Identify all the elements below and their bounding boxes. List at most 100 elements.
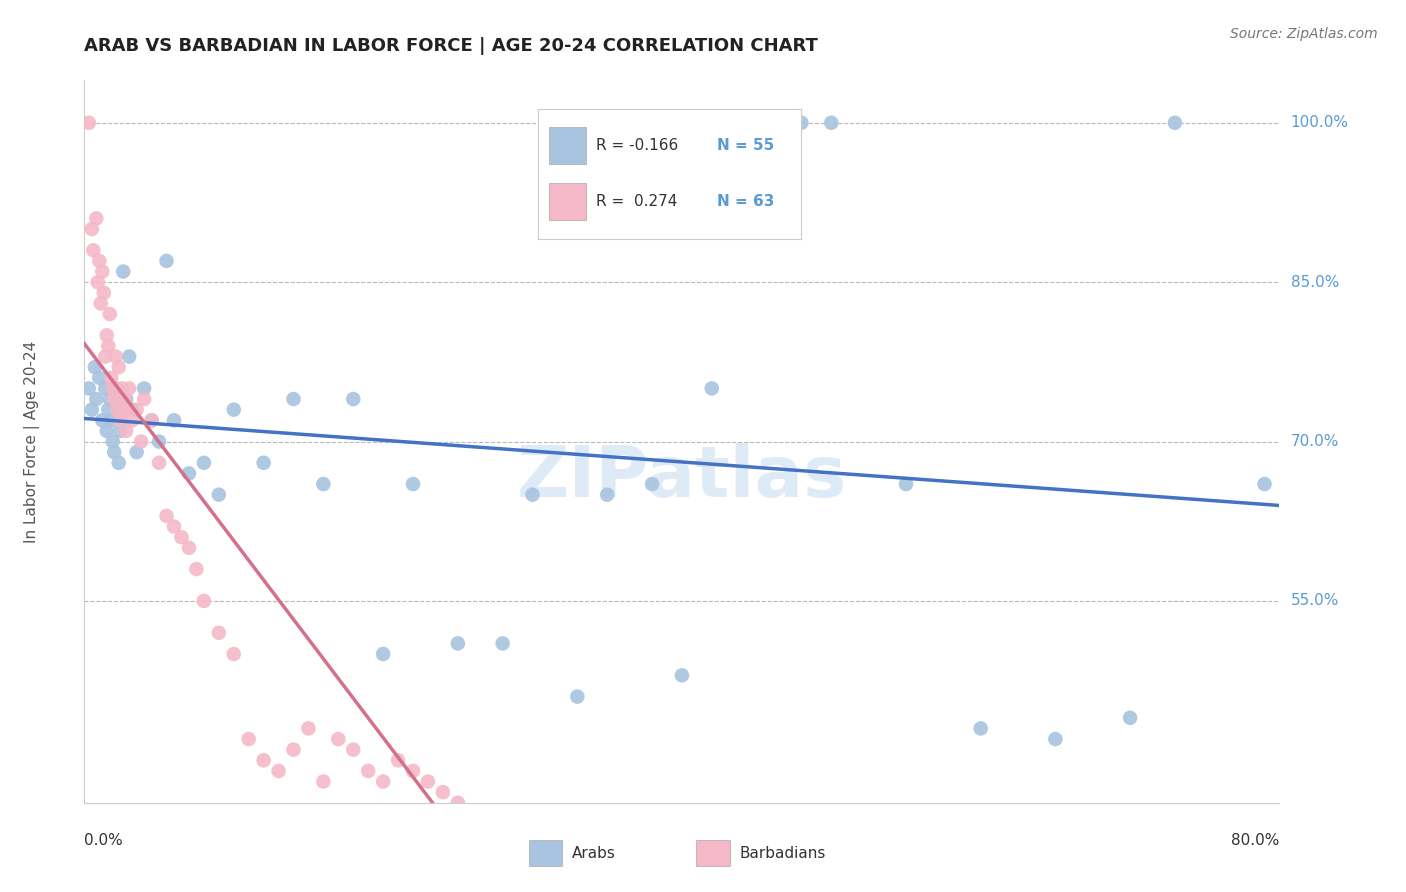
Point xyxy=(77,381,100,395)
Point xyxy=(132,381,156,395)
Point xyxy=(163,413,186,427)
Point xyxy=(155,253,177,268)
Point xyxy=(312,774,335,789)
Point xyxy=(970,722,993,736)
Point xyxy=(89,253,111,268)
Text: 55.0%: 55.0% xyxy=(1291,593,1339,608)
Text: 80.0%: 80.0% xyxy=(1232,833,1279,848)
Point xyxy=(432,785,454,799)
Point xyxy=(117,402,139,417)
Point xyxy=(402,764,425,778)
Point xyxy=(416,774,439,789)
Point xyxy=(82,244,104,258)
Point xyxy=(522,488,544,502)
Text: 70.0%: 70.0% xyxy=(1291,434,1339,449)
Point xyxy=(567,690,589,704)
Point xyxy=(98,307,121,321)
Point xyxy=(96,328,118,343)
Point xyxy=(100,371,122,385)
Point xyxy=(745,116,768,130)
Point xyxy=(103,392,125,406)
Point xyxy=(91,413,114,427)
Point xyxy=(83,360,105,375)
Text: 100.0%: 100.0% xyxy=(1291,115,1348,130)
Point xyxy=(114,392,136,406)
Point xyxy=(283,742,305,756)
Point xyxy=(107,360,129,375)
Point xyxy=(170,530,193,544)
Point xyxy=(1045,732,1067,747)
Point xyxy=(492,828,515,842)
Point xyxy=(80,402,103,417)
Point xyxy=(96,424,118,438)
Point xyxy=(89,371,111,385)
Point xyxy=(1164,116,1187,130)
Point xyxy=(103,445,125,459)
Point xyxy=(86,392,108,406)
Point xyxy=(90,296,112,310)
Point xyxy=(253,456,276,470)
Point xyxy=(461,806,484,821)
Point xyxy=(148,434,170,449)
Point xyxy=(790,116,813,130)
Point xyxy=(492,636,515,650)
Point xyxy=(342,742,364,756)
Point xyxy=(77,116,100,130)
Point xyxy=(80,222,103,236)
Point xyxy=(148,456,170,470)
Point xyxy=(671,668,693,682)
Point xyxy=(357,764,380,778)
Text: 85.0%: 85.0% xyxy=(1291,275,1339,290)
Text: ARAB VS BARBADIAN IN LABOR FORCE | AGE 20-24 CORRELATION CHART: ARAB VS BARBADIAN IN LABOR FORCE | AGE 2… xyxy=(84,37,818,55)
Point xyxy=(118,350,141,364)
Point xyxy=(87,275,110,289)
Point xyxy=(121,413,143,427)
Point xyxy=(536,859,558,873)
Point xyxy=(155,508,177,523)
Point xyxy=(283,392,305,406)
Point xyxy=(111,413,134,427)
Point xyxy=(522,849,544,863)
Point xyxy=(105,402,128,417)
Point xyxy=(112,264,135,278)
Point xyxy=(115,392,138,406)
Point xyxy=(387,753,409,767)
Point xyxy=(93,285,115,300)
Point xyxy=(121,402,143,417)
Point xyxy=(104,350,127,364)
Point xyxy=(110,424,132,438)
Point xyxy=(477,817,499,831)
Point xyxy=(111,381,134,395)
Point xyxy=(820,116,842,130)
Text: In Labor Force | Age 20-24: In Labor Force | Age 20-24 xyxy=(24,341,39,542)
Point xyxy=(312,477,335,491)
Point xyxy=(98,392,121,406)
Point xyxy=(208,488,231,502)
Point xyxy=(97,402,120,417)
Point xyxy=(1253,477,1275,491)
Point xyxy=(373,774,395,789)
Point xyxy=(104,381,127,395)
Point xyxy=(641,477,664,491)
Point xyxy=(129,434,152,449)
Point xyxy=(141,413,163,427)
Point xyxy=(193,456,215,470)
Text: Source: ZipAtlas.com: Source: ZipAtlas.com xyxy=(1230,27,1378,41)
Point xyxy=(342,392,364,406)
Point xyxy=(118,381,141,395)
Point xyxy=(110,413,132,427)
Point xyxy=(94,381,117,395)
Point xyxy=(596,488,619,502)
Point xyxy=(132,392,156,406)
Point xyxy=(253,753,276,767)
Point xyxy=(208,625,231,640)
Point xyxy=(105,402,128,417)
Point xyxy=(94,350,117,364)
Point xyxy=(506,838,529,853)
Point xyxy=(328,732,350,747)
Point xyxy=(141,413,163,427)
Point xyxy=(222,647,245,661)
Point xyxy=(100,413,122,427)
Point xyxy=(101,381,124,395)
Point xyxy=(297,722,319,736)
